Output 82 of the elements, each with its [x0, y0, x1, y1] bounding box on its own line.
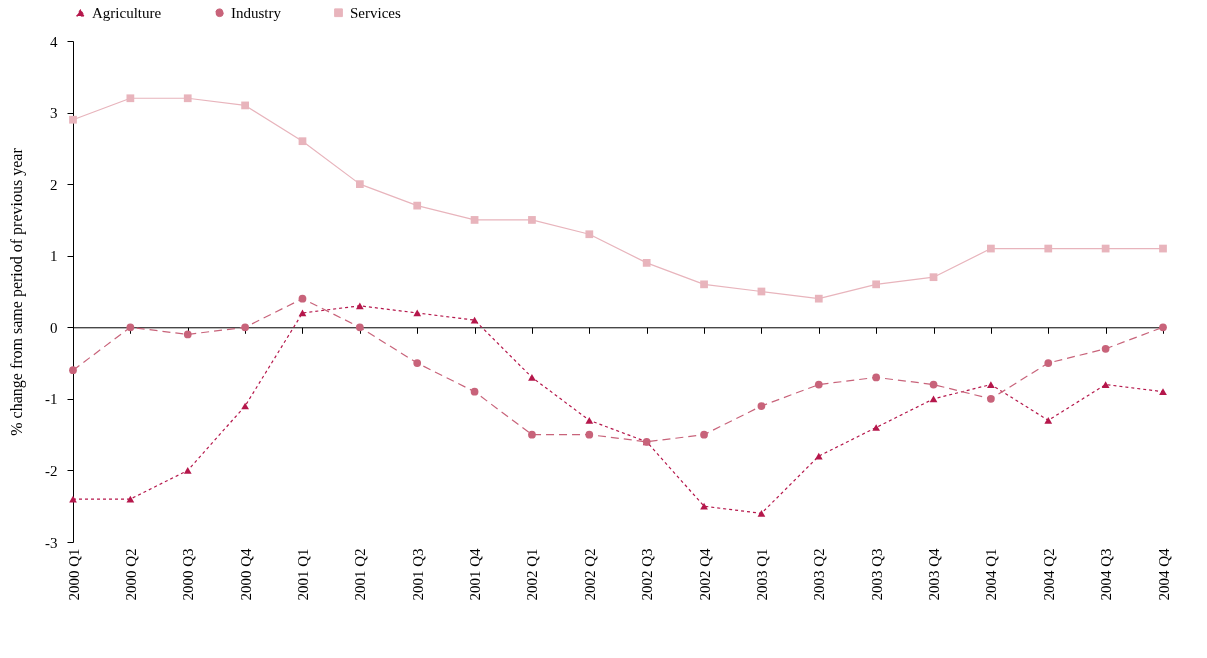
- point: [69, 366, 77, 375]
- x-tick-label: 2001 Q1: [294, 548, 311, 601]
- point: [241, 323, 249, 332]
- point: [355, 302, 364, 310]
- x-tick-label: 2002 Q1: [524, 548, 541, 601]
- y-tick-label: 2: [50, 176, 58, 193]
- point: [642, 259, 651, 267]
- x-tick-label: 2001 Q3: [409, 548, 426, 601]
- point: [585, 416, 594, 424]
- y-tick-label: 4: [50, 33, 58, 50]
- x-tick-label: 2001 Q2: [352, 548, 369, 601]
- point: [700, 502, 708, 510]
- point: [298, 137, 307, 146]
- point: [929, 273, 938, 282]
- point: [929, 380, 938, 389]
- x-tick-label: 2000 Q3: [180, 548, 197, 601]
- y-tick-label: 0: [50, 319, 58, 336]
- point: [1101, 244, 1110, 253]
- point: [814, 380, 823, 389]
- x-tick-label: 2003 Q4: [926, 548, 943, 601]
- point: [183, 94, 192, 103]
- point: [298, 309, 307, 317]
- x-tick-label: 2002 Q4: [696, 548, 713, 601]
- point: [413, 359, 422, 367]
- point: [757, 510, 766, 517]
- point: [1159, 244, 1167, 253]
- point: [872, 280, 881, 289]
- point: [413, 201, 422, 210]
- x-tick-label: 2003 Q2: [811, 548, 828, 601]
- point: [183, 330, 192, 339]
- point: [528, 374, 536, 381]
- x-tick-label: 2004 Q4: [1155, 548, 1172, 601]
- point: [528, 430, 536, 439]
- x-tick-label: 2003 Q3: [868, 548, 885, 601]
- point: [700, 280, 708, 289]
- point: [183, 467, 192, 474]
- y-tick-label: -3: [45, 534, 58, 551]
- legend-label: Agriculture: [92, 4, 162, 21]
- point: [585, 430, 594, 439]
- point: [470, 387, 479, 396]
- point: [1159, 388, 1167, 396]
- point: [1044, 244, 1053, 253]
- x-tick-label: 2002 Q2: [581, 548, 598, 601]
- point: [929, 395, 938, 403]
- point: [987, 394, 995, 403]
- point: [1101, 381, 1110, 388]
- x-tick-label: 2004 Q2: [1040, 548, 1057, 601]
- point: [241, 101, 249, 110]
- point: [126, 323, 135, 332]
- x-tick-label: 2003 Q1: [753, 548, 770, 601]
- point: [69, 115, 77, 124]
- y-tick-label: -2: [45, 462, 58, 479]
- x-tick-label: 2004 Q1: [983, 548, 1000, 601]
- y-tick-label: 3: [50, 105, 58, 122]
- point: [528, 216, 536, 224]
- y-tick-label: 1: [50, 248, 58, 265]
- point: [1044, 359, 1053, 367]
- x-tick-label: 2000 Q4: [237, 548, 254, 601]
- point: [355, 323, 364, 332]
- point: [298, 294, 307, 303]
- legend-label: Industry: [231, 4, 282, 21]
- point: [585, 230, 594, 239]
- point: [757, 402, 766, 410]
- point: [470, 216, 479, 224]
- x-tick-label: 2000 Q2: [122, 548, 139, 601]
- point: [700, 430, 708, 439]
- point: [987, 244, 995, 253]
- legend-label: Services: [350, 4, 401, 21]
- x-tick-label: 2004 Q3: [1098, 548, 1115, 601]
- x-tick-label: 2000 Q1: [65, 548, 82, 601]
- point: [355, 180, 364, 189]
- point: [872, 373, 881, 382]
- x-tick-label: 2002 Q3: [639, 548, 656, 601]
- point: [126, 94, 135, 103]
- point: [814, 294, 823, 303]
- point: [1101, 344, 1110, 353]
- point: [987, 381, 995, 388]
- y-tick-label: -1: [45, 391, 58, 408]
- point: [1044, 416, 1053, 424]
- point: [872, 424, 881, 431]
- y-axis-title: % change from same period of previous year: [8, 147, 26, 436]
- x-tick-label: 2001 Q4: [467, 548, 484, 601]
